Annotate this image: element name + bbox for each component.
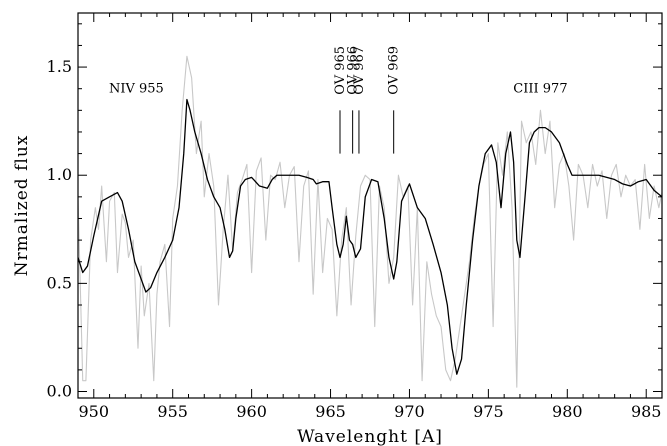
model-spectrum-line [78, 98, 662, 375]
series-layer [78, 55, 662, 388]
x-tick-label: 950 [79, 402, 110, 421]
annotation-ov-967-label: OV 967 [352, 46, 367, 95]
x-tick-label: 970 [394, 402, 425, 421]
y-tick-label: 1.5 [47, 57, 72, 76]
y-tick-label: 0.5 [47, 273, 72, 292]
x-tick-label: 960 [236, 402, 267, 421]
x-axis-title: Wavelenght [A] [297, 427, 443, 446]
annotation-ov-969-label: OV 969 [387, 46, 402, 95]
x-tick-label: 975 [473, 402, 504, 421]
tick-layer: 950 955 960 965 970 975 980 985 0.0 0.5 1.0 1.5 [47, 13, 663, 421]
x-tick-label: 955 [157, 402, 188, 421]
annotation-ov-965-label: OV 965 [333, 46, 348, 95]
x-tick-label: 980 [552, 402, 583, 421]
y-tick-label: 0.0 [47, 382, 72, 401]
y-tick-label: 1.0 [47, 165, 72, 184]
annotation-ciii-977-label: CIII 977 [513, 82, 567, 97]
y-axis-title: Nrmalized flux [12, 135, 32, 277]
annotation-niv-955-label: NIV 955 [109, 82, 164, 97]
x-tick-label: 985 [631, 402, 662, 421]
annotation-ov-966-label: OV 966 [346, 46, 361, 95]
plot-frame [77, 12, 663, 399]
x-tick-label: 965 [315, 402, 346, 421]
observed-spectrum-line [78, 55, 662, 388]
